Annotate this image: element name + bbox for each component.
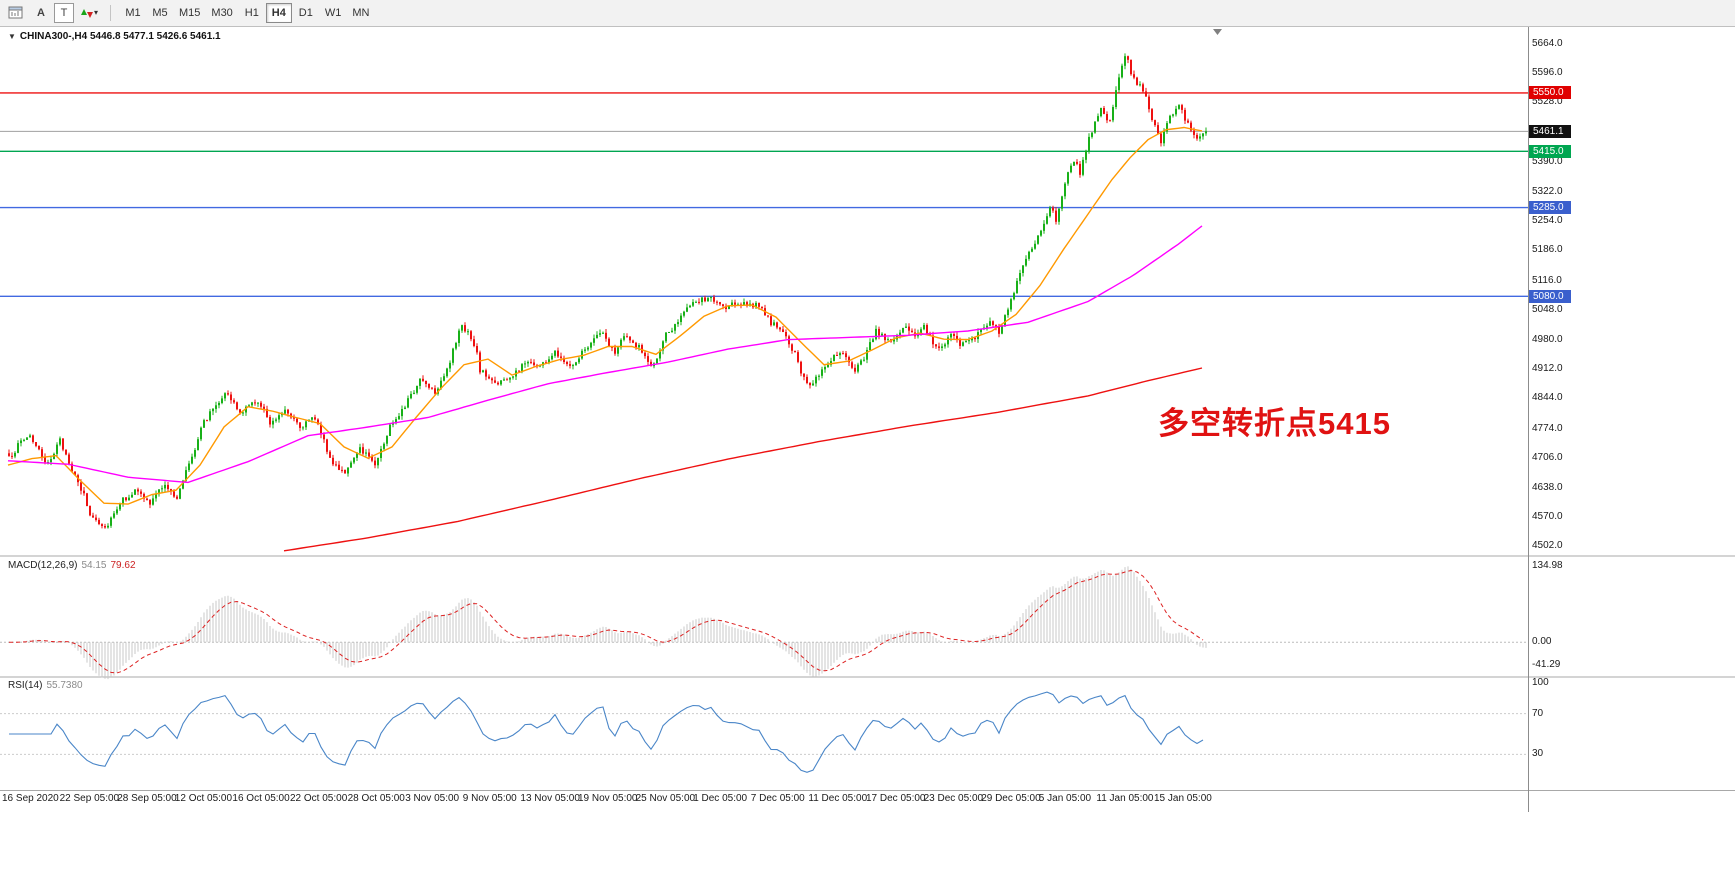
chevron-down-icon: ▾ <box>93 8 98 17</box>
timeframe-mn-button[interactable]: MN <box>347 3 374 23</box>
chart-window-icon[interactable] <box>4 3 28 23</box>
timeframe-toolbar: M1 M5 M15 M30 H1 H4 D1 W1 MN <box>120 3 374 23</box>
up-down-arrows-icon <box>80 8 93 18</box>
tool-t-button[interactable]: T <box>54 3 74 23</box>
chart-window-icon-glyph <box>8 6 23 19</box>
timeframe-d1-button[interactable]: D1 <box>293 3 319 23</box>
timeframe-m5-button[interactable]: M5 <box>147 3 173 23</box>
timeframe-h4-button[interactable]: H4 <box>265 3 292 23</box>
timeframe-h1-button[interactable]: H1 <box>239 3 265 23</box>
tool-a-button[interactable]: A <box>31 3 51 23</box>
toolbar-separator <box>110 5 111 21</box>
arrows-dropdown-button[interactable]: ▾ <box>77 3 101 23</box>
timeframe-m15-button[interactable]: M15 <box>174 3 205 23</box>
timeframe-w1-button[interactable]: W1 <box>320 3 347 23</box>
timeframe-m30-button[interactable]: M30 <box>206 3 237 23</box>
toolbar: A T ▾ M1 M5 M15 M30 H1 H4 D1 W1 MN <box>0 0 1735 27</box>
timeframe-m1-button[interactable]: M1 <box>120 3 146 23</box>
